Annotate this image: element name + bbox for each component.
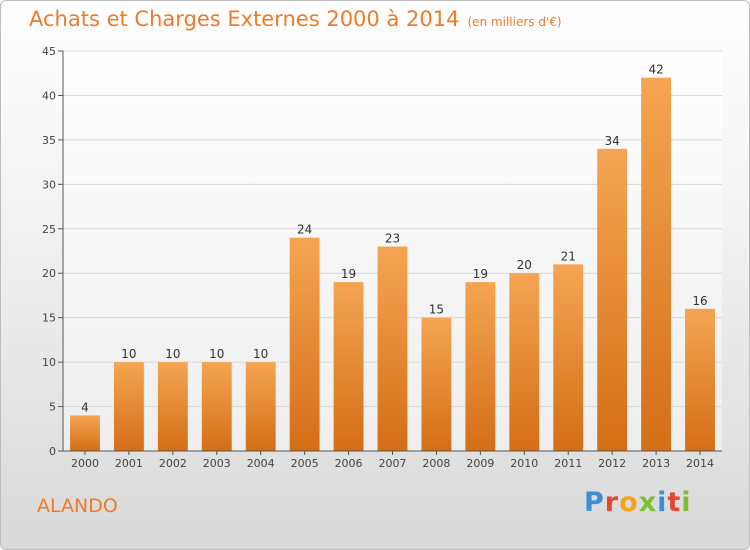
logo-letter: t — [667, 487, 682, 518]
x-tick-label: 2008 — [422, 457, 450, 470]
bar-2000[interactable] — [70, 415, 100, 451]
x-tick-label: 2004 — [247, 457, 275, 470]
bar-value-label: 15 — [429, 303, 444, 317]
x-tick-label: 2001 — [115, 457, 143, 470]
logo-letter: r — [604, 487, 620, 518]
bar-2010[interactable] — [509, 273, 540, 451]
labels: 0 5 10 15 20 25 30 35 40 45 4 2000 10 2001 10 2002 10 200… — [42, 45, 714, 470]
logo-letter: i — [681, 487, 692, 518]
x-tick-label: 2000 — [71, 457, 99, 470]
bar-value-label: 4 — [81, 400, 89, 414]
x-tick-label: 2013 — [642, 457, 670, 470]
bar-2001[interactable] — [113, 362, 144, 451]
bar-value-label: 19 — [341, 267, 356, 281]
bar-value-label: 34 — [605, 134, 620, 148]
bar-2011[interactable] — [553, 264, 584, 451]
chart-title: Achats et Charges Externes 2000 à 2014 (e… — [29, 7, 562, 31]
bar-2009[interactable] — [465, 282, 496, 451]
bar-value-label: 20 — [517, 258, 532, 272]
bar-2014[interactable] — [685, 308, 715, 451]
x-tick-label: 2012 — [598, 457, 626, 470]
bar-value-label: 23 — [385, 232, 400, 246]
bar-value-label: 21 — [561, 249, 576, 263]
bar-2006[interactable] — [333, 282, 364, 451]
chart-subtitle: (en milliers d'€) — [467, 15, 562, 29]
bar-value-label: 10 — [165, 347, 180, 361]
proxiti-logo[interactable]: Proxiti — [584, 487, 692, 518]
bar-value-label: 10 — [209, 347, 224, 361]
logo-letter: o — [619, 487, 639, 518]
bar-2008[interactable] — [421, 317, 452, 451]
x-tick-label: 2005 — [291, 457, 319, 470]
logo-letter: i — [657, 487, 668, 518]
x-tick-label: 2007 — [379, 457, 407, 470]
y-tick-label: 5 — [49, 401, 56, 414]
bar-value-label: 10 — [253, 347, 268, 361]
bar-2012[interactable] — [597, 148, 628, 451]
x-tick-label: 2011 — [554, 457, 582, 470]
bar-value-label: 16 — [692, 294, 707, 308]
commune-name: ALANDO — [37, 495, 118, 517]
bar-value-label: 42 — [648, 63, 663, 77]
bar-2007[interactable] — [377, 246, 408, 451]
bar-2003[interactable] — [201, 362, 232, 451]
y-tick-label: 35 — [42, 134, 56, 147]
bar-2004[interactable] — [245, 362, 276, 451]
x-tick-label: 2006 — [335, 457, 363, 470]
y-tick-label: 20 — [42, 267, 56, 280]
x-tick-label: 2003 — [203, 457, 231, 470]
x-tick-label: 2014 — [686, 457, 714, 470]
bar-2005[interactable] — [289, 237, 320, 451]
y-tick-label: 15 — [42, 312, 56, 325]
x-tick-label: 2009 — [466, 457, 494, 470]
logo-letter: P — [584, 487, 605, 518]
logo-letter: x — [638, 487, 658, 518]
y-tick-label: 25 — [42, 223, 56, 236]
y-tick-label: 0 — [49, 445, 56, 458]
bar-value-label: 19 — [473, 267, 488, 281]
x-tick-label: 2002 — [159, 457, 187, 470]
bar-value-label: 10 — [121, 347, 136, 361]
axes — [58, 50, 722, 455]
bars — [70, 77, 715, 452]
y-tick-label: 10 — [42, 356, 56, 369]
y-tick-label: 40 — [42, 89, 56, 102]
bar-value-label: 24 — [297, 223, 312, 237]
chart-title-text: Achats et Charges Externes 2000 à 2014 — [29, 7, 460, 31]
y-tick-label: 30 — [42, 178, 56, 191]
bar-2002[interactable] — [157, 362, 188, 451]
y-tick-label: 45 — [42, 45, 56, 58]
x-tick-label: 2010 — [510, 457, 538, 470]
bar-2013[interactable] — [641, 77, 672, 452]
